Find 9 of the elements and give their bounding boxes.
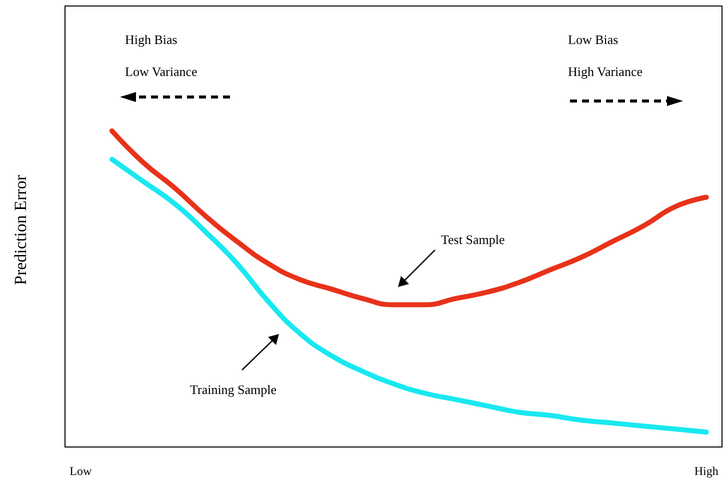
x-tick-label: Low xyxy=(70,464,92,478)
annotation: Test Sample xyxy=(441,232,505,247)
x-tick-label: High xyxy=(694,464,718,478)
text: High Bias xyxy=(125,32,178,47)
text: Low Variance xyxy=(125,64,198,79)
annotation: Training Sample xyxy=(190,382,277,397)
text: Low Bias xyxy=(568,32,618,47)
y-axis-title: Prediction Error xyxy=(11,174,30,285)
text: High Variance xyxy=(568,64,643,79)
